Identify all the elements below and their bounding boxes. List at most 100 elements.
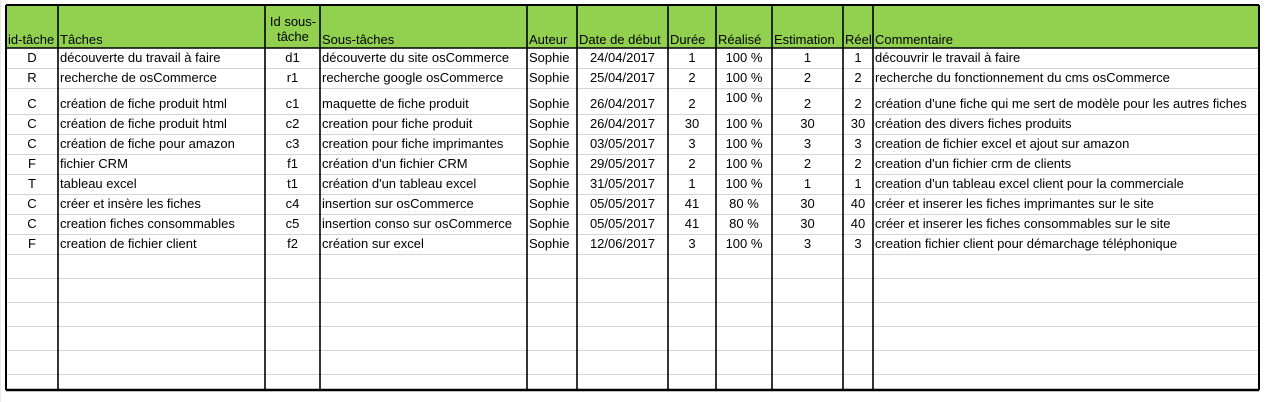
cell-auteur[interactable]: Sophie xyxy=(529,216,570,231)
header-commentaire[interactable]: Commentaire xyxy=(875,32,954,47)
cell-sous-taches[interactable]: creation pour fiche produit xyxy=(322,116,473,131)
cell-estimation[interactable]: 2 xyxy=(803,96,812,111)
cell-debut[interactable]: 05/05/2017 xyxy=(589,216,656,231)
cell-id-sous[interactable]: t1 xyxy=(287,176,298,191)
cell-estimation[interactable]: 1 xyxy=(803,50,812,65)
cell-reel[interactable]: 2 xyxy=(854,156,862,171)
cell-commentaire[interactable]: création des divers fiches produits xyxy=(875,116,1072,131)
cell-id-tache[interactable]: F xyxy=(28,156,36,171)
cell-commentaire[interactable]: créer et inserer les fiches consommables… xyxy=(875,216,1171,231)
cell-id-sous[interactable]: c2 xyxy=(285,116,300,131)
cell-debut[interactable]: 26/04/2017 xyxy=(589,96,656,111)
cell-id-sous[interactable]: f2 xyxy=(287,236,298,251)
cell-taches[interactable]: recherche de osCommerce xyxy=(60,70,217,85)
cell-reel[interactable]: 40 xyxy=(850,216,866,231)
cell-id-sous[interactable]: f1 xyxy=(287,156,298,171)
cell-estimation[interactable]: 30 xyxy=(800,216,815,231)
cell-duree[interactable]: 1 xyxy=(688,50,696,65)
cell-realise[interactable]: 100 % xyxy=(725,50,763,65)
cell-debut[interactable]: 05/05/2017 xyxy=(589,196,656,211)
cell-id-sous[interactable]: c3 xyxy=(285,136,300,151)
cell-id-tache[interactable]: D xyxy=(27,50,37,65)
cell-id-tache[interactable]: C xyxy=(27,216,37,231)
cell-sous-taches[interactable]: création d'un tableau excel xyxy=(322,176,477,191)
cell-estimation[interactable]: 30 xyxy=(800,196,815,211)
cell-id-sous[interactable]: r1 xyxy=(286,70,299,85)
cell-auteur[interactable]: Sophie xyxy=(529,236,570,251)
cell-id-sous[interactable]: d1 xyxy=(285,50,300,65)
cell-taches[interactable]: création de fiche produit html xyxy=(60,96,227,111)
cell-reel[interactable]: 30 xyxy=(850,116,866,131)
cell-duree[interactable]: 3 xyxy=(688,236,696,251)
header-duree[interactable]: Durée xyxy=(670,32,706,47)
cell-auteur[interactable]: Sophie xyxy=(529,176,570,191)
cell-id-tache[interactable]: C xyxy=(27,116,37,131)
cell-auteur[interactable]: Sophie xyxy=(529,50,570,65)
cell-duree[interactable]: 2 xyxy=(688,96,696,111)
cell-id-tache[interactable]: R xyxy=(27,70,37,85)
cell-taches[interactable]: découverte du travail à faire xyxy=(60,50,221,65)
cell-sous-taches[interactable]: création d'un fichier CRM xyxy=(322,156,468,171)
cell-id-sous[interactable]: c4 xyxy=(285,196,300,211)
cell-id-tache[interactable]: C xyxy=(27,136,37,151)
cell-realise[interactable]: 100 % xyxy=(725,176,763,191)
cell-realise[interactable]: 100 % xyxy=(725,116,763,131)
header-realise[interactable]: Réalisé xyxy=(718,32,762,47)
cell-estimation[interactable]: 3 xyxy=(803,136,812,151)
cell-commentaire[interactable]: découvrir le travail à faire xyxy=(875,50,1021,65)
cell-realise[interactable]: 100 % xyxy=(725,236,763,251)
cell-realise[interactable]: 80 % xyxy=(729,216,759,231)
cell-auteur[interactable]: Sophie xyxy=(529,196,570,211)
cell-sous-taches[interactable]: creation pour fiche imprimantes xyxy=(322,136,504,151)
cell-duree[interactable]: 2 xyxy=(688,156,696,171)
cell-id-sous[interactable]: c1 xyxy=(285,96,300,111)
cell-duree[interactable]: 3 xyxy=(688,136,696,151)
cell-reel[interactable]: 2 xyxy=(854,96,862,111)
cell-debut[interactable]: 25/04/2017 xyxy=(589,70,656,85)
cell-realise[interactable]: 100 % xyxy=(725,136,763,151)
cell-sous-taches[interactable]: maquette de fiche produit xyxy=(322,96,469,111)
cell-sous-taches[interactable]: insertion conso sur osCommerce xyxy=(322,216,513,231)
cell-estimation[interactable]: 2 xyxy=(803,70,812,85)
cell-taches[interactable]: création de fiche pour amazon xyxy=(60,136,235,151)
cell-id-tache[interactable]: F xyxy=(28,236,36,251)
cell-sous-taches[interactable]: insertion sur osCommerce xyxy=(322,196,474,211)
cell-debut[interactable]: 26/04/2017 xyxy=(589,116,656,131)
cell-estimation[interactable]: 1 xyxy=(803,176,812,191)
cell-debut[interactable]: 31/05/2017 xyxy=(589,176,656,191)
cell-debut[interactable]: 03/05/2017 xyxy=(589,136,656,151)
cell-duree[interactable]: 41 xyxy=(684,216,700,231)
cell-taches[interactable]: creation de fichier client xyxy=(60,236,197,251)
cell-id-tache[interactable]: T xyxy=(28,176,36,191)
cell-auteur[interactable]: Sophie xyxy=(529,136,570,151)
cell-reel[interactable]: 1 xyxy=(854,50,862,65)
header-taches[interactable]: Tâches xyxy=(60,32,103,47)
cell-realise[interactable]: 100 % xyxy=(725,70,763,85)
header-estimation[interactable]: Estimation xyxy=(774,32,835,47)
cell-auteur[interactable]: Sophie xyxy=(529,116,570,131)
cell-duree[interactable]: 1 xyxy=(688,176,696,191)
cell-id-sous[interactable]: c5 xyxy=(285,216,300,231)
cell-commentaire[interactable]: recherche du fonctionnement du cms osCom… xyxy=(875,70,1170,85)
cell-reel[interactable]: 40 xyxy=(850,196,866,211)
cell-debut[interactable]: 29/05/2017 xyxy=(589,156,656,171)
cell-commentaire[interactable]: créer et inserer les fiches imprimantes … xyxy=(875,196,1154,211)
cell-auteur[interactable]: Sophie xyxy=(529,70,570,85)
cell-reel[interactable]: 2 xyxy=(854,70,862,85)
cell-duree[interactable]: 41 xyxy=(684,196,700,211)
cell-debut[interactable]: 12/06/2017 xyxy=(589,236,656,251)
cell-reel[interactable]: 3 xyxy=(854,136,862,151)
cell-realise[interactable]: 80 % xyxy=(729,196,759,211)
cell-reel[interactable]: 1 xyxy=(854,176,862,191)
cell-duree[interactable]: 30 xyxy=(684,116,700,131)
cell-sous-taches[interactable]: découverte du site osCommerce xyxy=(322,50,510,65)
cell-commentaire[interactable]: creation fichier client pour démarchage … xyxy=(875,236,1178,251)
cell-commentaire[interactable]: creation d'un fichier crm de clients xyxy=(875,156,1072,171)
cell-auteur[interactable]: Sophie xyxy=(529,96,570,111)
cell-id-tache[interactable]: C xyxy=(27,96,37,111)
cell-realise[interactable]: 100 % xyxy=(725,156,763,171)
cell-estimation[interactable]: 30 xyxy=(800,116,815,131)
cell-taches[interactable]: créer et insère les fiches xyxy=(60,196,201,211)
cell-taches[interactable]: fichier CRM xyxy=(60,156,128,171)
cell-sous-taches[interactable]: création sur excel xyxy=(322,236,424,251)
